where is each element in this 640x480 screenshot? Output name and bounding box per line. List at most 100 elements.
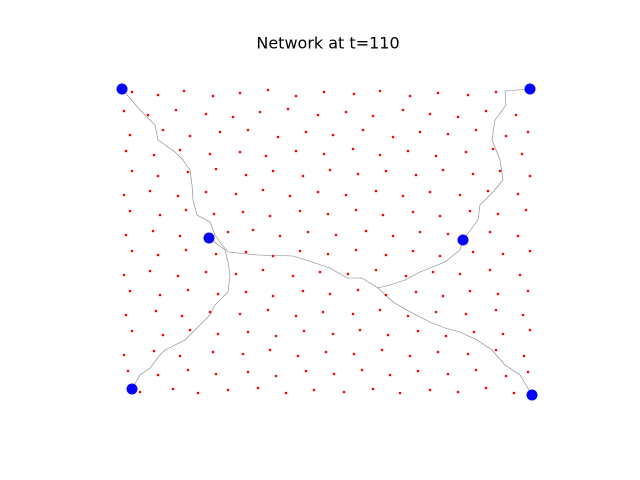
node [208, 152, 212, 156]
node [214, 252, 218, 256]
node [416, 329, 420, 333]
node [528, 174, 532, 178]
node [304, 369, 308, 373]
node [520, 152, 524, 156]
node [184, 248, 188, 252]
node [354, 248, 358, 252]
hub-node [116, 83, 128, 95]
node [258, 110, 262, 114]
node [244, 173, 248, 177]
node [186, 170, 190, 174]
node [226, 388, 230, 392]
node [501, 332, 505, 336]
node [496, 292, 500, 296]
node [326, 212, 330, 216]
node [324, 350, 328, 354]
node [256, 386, 260, 390]
node [130, 169, 134, 173]
node [496, 212, 500, 216]
node [378, 89, 382, 93]
node [234, 272, 238, 276]
node [416, 369, 420, 373]
node [464, 150, 468, 154]
node [528, 328, 532, 332]
node [208, 310, 212, 314]
node [244, 250, 248, 254]
node [216, 292, 220, 296]
node [446, 232, 450, 236]
node [474, 368, 478, 372]
node [526, 370, 530, 374]
node [378, 153, 382, 157]
node [384, 293, 388, 297]
node [446, 372, 450, 376]
node [406, 314, 410, 318]
node [418, 130, 422, 134]
node [261, 268, 265, 272]
node [352, 352, 356, 356]
node [398, 391, 402, 395]
node [474, 128, 478, 132]
node [328, 168, 332, 172]
node [528, 249, 532, 253]
node [124, 313, 128, 317]
node [458, 193, 462, 197]
node [218, 130, 222, 134]
node [146, 113, 150, 117]
hub-node [126, 383, 138, 395]
node [188, 328, 192, 332]
hub-node [203, 232, 215, 244]
node [161, 128, 165, 132]
node [378, 308, 382, 312]
node [154, 309, 158, 313]
node [386, 333, 390, 337]
node [464, 312, 468, 316]
node [152, 153, 156, 157]
node [346, 272, 350, 276]
node [186, 288, 190, 292]
node [152, 349, 156, 353]
node [231, 115, 235, 119]
node [216, 332, 220, 336]
node [331, 133, 335, 137]
node [291, 274, 295, 278]
node [196, 391, 200, 395]
node [238, 312, 242, 316]
node [128, 133, 132, 137]
node [176, 194, 180, 198]
node [344, 110, 348, 114]
node [418, 230, 422, 234]
node [351, 312, 355, 316]
node [268, 214, 272, 218]
node [371, 114, 375, 118]
node [516, 234, 520, 238]
node [374, 268, 378, 272]
node [316, 113, 320, 117]
node [294, 94, 298, 98]
node [468, 209, 472, 213]
node [431, 270, 435, 274]
node [428, 388, 432, 392]
node [356, 172, 360, 176]
node [388, 373, 392, 377]
node [176, 274, 180, 278]
node [494, 348, 498, 352]
node [326, 252, 330, 256]
node [408, 354, 412, 358]
node [241, 210, 245, 214]
node [271, 254, 275, 258]
node [174, 108, 178, 112]
node [276, 135, 280, 139]
node [456, 115, 460, 119]
node [408, 94, 412, 98]
node [484, 109, 488, 113]
node [156, 174, 160, 178]
node [488, 230, 492, 234]
node [512, 391, 516, 395]
node [384, 253, 388, 257]
node [468, 289, 472, 293]
node [266, 308, 270, 312]
node [266, 88, 270, 92]
node [322, 152, 326, 156]
